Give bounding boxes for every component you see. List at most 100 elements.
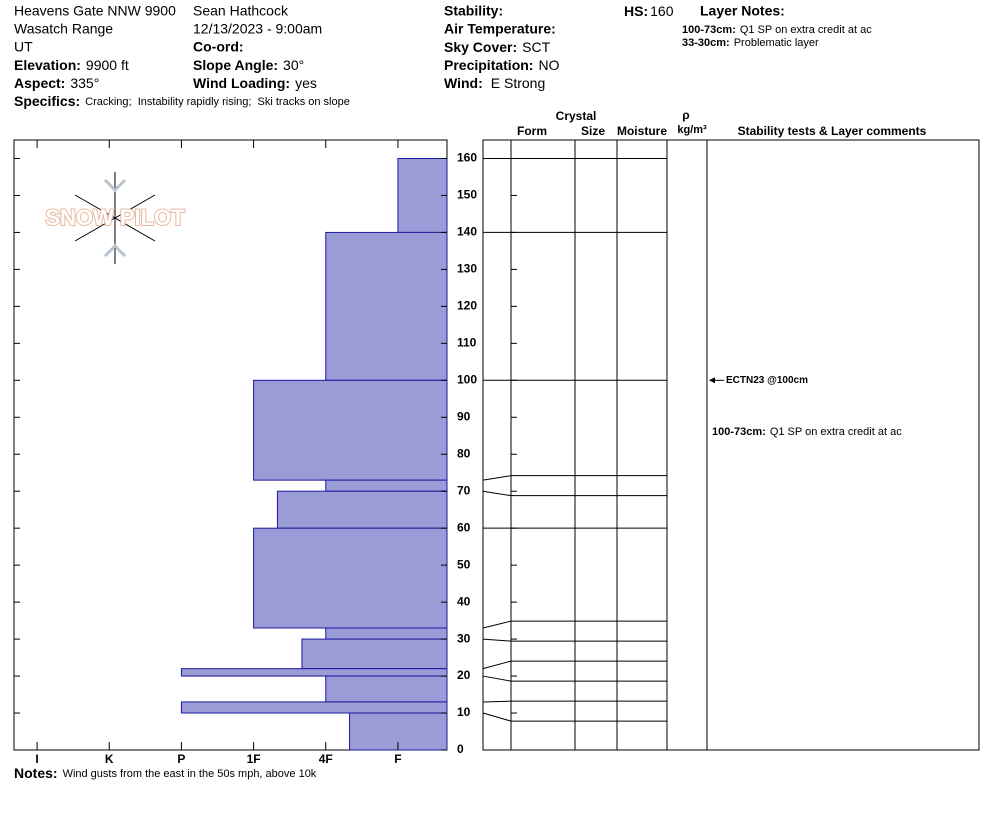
y-tick-label: 130: [457, 262, 477, 276]
hardness-layer: [253, 527, 448, 629]
y-tick-label: 0: [457, 742, 464, 756]
x-tick-label: I: [35, 752, 38, 766]
layer-connector: [482, 620, 512, 629]
density-unit-header: kg/m³: [677, 124, 707, 136]
x-tick-label: K: [105, 752, 114, 766]
layer-connector: [482, 475, 512, 481]
layer-connector: [482, 675, 512, 682]
y-tick-label: 140: [457, 225, 477, 239]
label: Sky Cover:: [444, 39, 517, 55]
range: 100-73cm:: [712, 426, 766, 438]
range: 100-73cm:: [682, 24, 736, 36]
y-tick-label: 110: [457, 336, 477, 350]
hs: HS: 160: [624, 3, 674, 19]
value: E Strong: [491, 75, 545, 91]
hardness-layer: [325, 675, 448, 703]
test-arrowhead: [709, 377, 715, 384]
location: Heavens Gate NNW 9900: [14, 3, 176, 19]
y-tick-label: 60: [457, 520, 471, 534]
test-label: ECTN23 @100cm: [726, 375, 808, 386]
x-tick-label: 4F: [319, 752, 333, 766]
specifics: Specifics: Cracking; Instability rapidly …: [14, 93, 350, 109]
hardness-layer: [253, 379, 448, 481]
range: 33-30cm:: [682, 37, 730, 49]
y-tick-label: 150: [457, 188, 477, 202]
y-tick-label: 10: [457, 705, 471, 719]
rho-header: ρ: [682, 108, 689, 122]
text: Q1 SP on extra credit at ac: [740, 24, 872, 36]
hardness-layer: [325, 231, 448, 381]
comments-header: Stability tests & Layer comments: [738, 124, 927, 138]
hardness-layer: [325, 479, 448, 492]
moisture-header: Moisture: [617, 124, 667, 138]
value: yes: [295, 75, 317, 91]
value: 9900 ft: [86, 57, 129, 73]
notes: Notes: Wind gusts from the east in the 50…: [14, 765, 317, 781]
logo: [74, 172, 156, 264]
datetime: 12/13/2023 - 9:00am: [193, 21, 322, 37]
text: Q1 SP on extra credit at ac: [770, 426, 902, 438]
stability: Stability:: [444, 3, 503, 19]
value: 30°: [283, 57, 304, 73]
value: 160: [650, 3, 674, 19]
air-temperature: Air Temperature:: [444, 21, 556, 37]
value: SCT: [522, 39, 550, 55]
hardness-layer: [180, 701, 448, 714]
aspect: Aspect: 335°: [14, 75, 99, 91]
x-tick-label: F: [394, 752, 401, 766]
range: Wasatch Range: [14, 21, 113, 37]
layer-connector: [482, 700, 512, 703]
table-frame: [482, 139, 980, 751]
layer-connector: [482, 660, 512, 670]
hardness-layer: [325, 627, 448, 640]
layer-connector: [482, 638, 512, 642]
precipitation: Precipitation: NO: [444, 57, 560, 73]
y-tick-label: 160: [457, 151, 477, 165]
y-tick-label: 80: [457, 446, 471, 460]
layer-connector: [482, 490, 512, 497]
hardness-layer: [397, 157, 448, 233]
value: Wind gusts from the east in the 50s mph,…: [63, 768, 317, 780]
logo-flake: [103, 178, 127, 193]
value: 335°: [70, 75, 99, 91]
y-tick-label: 20: [457, 668, 471, 682]
label: Notes:: [14, 765, 58, 781]
wind-loading: Wind Loading: yes: [193, 75, 317, 91]
layer-connector: [482, 712, 512, 722]
logo-text: SNOW PILOT: [45, 205, 185, 230]
x-tick-label: 1F: [247, 752, 261, 766]
hardness-layer: [276, 490, 448, 529]
value: NO: [538, 57, 559, 73]
slope-angle: Slope Angle: 30°: [193, 57, 304, 73]
layer-note: 33-30cm: Problematic layer: [682, 37, 819, 49]
label: Wind Loading:: [193, 75, 290, 91]
wind: Wind: E Strong: [444, 75, 545, 91]
form-header: Form: [517, 124, 547, 138]
hardness-layer: [180, 668, 448, 677]
label: Precipitation:: [444, 57, 533, 73]
hardness-layer: [301, 638, 448, 670]
layer-comment: 100-73cm: Q1 SP on extra credit at ac: [712, 426, 902, 438]
y-tick-label: 50: [457, 557, 471, 571]
logo-flake: [74, 194, 156, 242]
y-tick-label: 30: [457, 631, 471, 645]
layer-notes-title: Layer Notes:: [700, 3, 785, 19]
value: Cracking; Instability rapidly rising; Sk…: [85, 96, 350, 108]
y-tick-label: 100: [457, 372, 477, 386]
text: Problematic layer: [734, 37, 819, 49]
y-tick-label: 90: [457, 409, 471, 423]
y-tick-label: 70: [457, 483, 471, 497]
label: HS:: [624, 3, 648, 19]
y-tick-label: 40: [457, 594, 471, 608]
layer-note: 100-73cm: Q1 SP on extra credit at ac: [682, 24, 872, 36]
y-tick-label: 120: [457, 299, 477, 313]
x-tick-label: P: [177, 752, 185, 766]
label: Wind:: [444, 75, 483, 91]
label: Specifics:: [14, 93, 80, 109]
state: UT: [14, 39, 33, 55]
size-header: Size: [581, 124, 605, 138]
elevation: Elevation: 9900 ft: [14, 57, 129, 73]
crystal-header: Crystal: [556, 109, 597, 123]
label: Elevation:: [14, 57, 81, 73]
